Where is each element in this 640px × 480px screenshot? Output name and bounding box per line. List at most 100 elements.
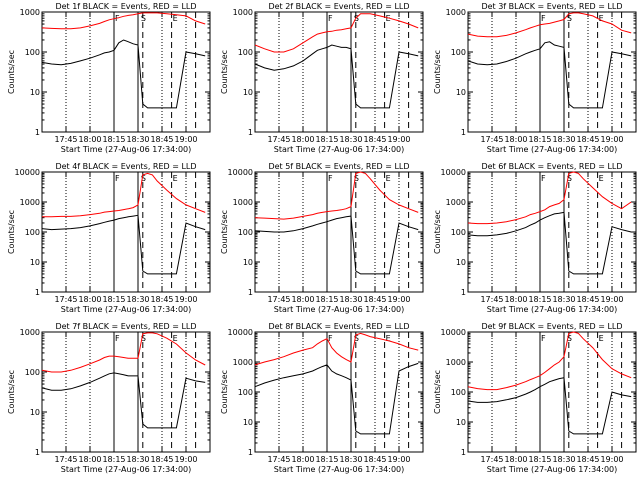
x-tick-label: 18:45 (363, 295, 386, 304)
y-tick-label: 1 (461, 288, 466, 297)
x-tick-label: 18:30 (126, 295, 149, 304)
x-tick-label: 17:45 (267, 295, 290, 304)
y-tick-label: 100 (25, 228, 40, 237)
marker-label: S (567, 14, 572, 23)
detector-panel-5: Det 5f BLACK = Events, RED = LLD F S E 1 10 10… (220, 162, 424, 314)
y-tick-label: 10 (30, 88, 40, 97)
detector-panel-6: Det 6f BLACK = Events, RED = LLD F S E 1 10 10… (433, 162, 637, 314)
x-tick-label: 18:45 (576, 295, 599, 304)
y-tick-label: 10 (243, 88, 253, 97)
panel-title: Det 8f BLACK = Events, RED = LLD (268, 322, 409, 331)
y-axis-label: Counts/sec (7, 210, 16, 254)
x-tick-label: 19:00 (174, 455, 197, 464)
x-tick-label: 18:15 (102, 135, 125, 144)
x-tick-label: 19:00 (174, 135, 197, 144)
marker-label: F (328, 334, 333, 343)
events-series-line (254, 362, 419, 435)
plot-frame (254, 331, 424, 453)
marker-label: S (354, 174, 359, 183)
x-tick-label: 18:30 (126, 455, 149, 464)
y-tick-label: 10000 (228, 168, 253, 177)
panel-title: Det 9f BLACK = Events, RED = LLD (481, 322, 622, 331)
y-tick-label: 100 (25, 368, 40, 377)
detector-panel-7: Det 7f BLACK = Events, RED = LLD F S E 1 10 10… (7, 322, 211, 474)
x-tick-label: 17:45 (480, 295, 503, 304)
x-tick-label: 18:45 (150, 455, 173, 464)
panel-title: Det 7f BLACK = Events, RED = LLD (55, 322, 196, 331)
x-tick-label: 18:00 (504, 295, 527, 304)
detector-panel-8: Det 8f BLACK = Events, RED = LLD F S E 1 10 10… (220, 322, 424, 474)
y-tick-label: 10 (456, 258, 466, 267)
x-tick-label: 19:00 (600, 295, 623, 304)
y-tick-label: 1 (35, 448, 40, 457)
marker-label: S (354, 14, 359, 23)
x-axis-label: Start Time (27-Aug-06 17:34:00) (61, 465, 192, 474)
lld-series-line (254, 13, 419, 53)
y-tick-label: 1000 (20, 328, 40, 337)
events-series-line (467, 211, 632, 275)
events-series-line (41, 214, 206, 275)
x-tick-label: 18:15 (315, 135, 338, 144)
marker-label: F (115, 14, 120, 23)
x-tick-label: 18:45 (576, 135, 599, 144)
x-tick-label: 18:00 (291, 455, 314, 464)
marker-label: E (599, 14, 604, 23)
x-tick-label: 18:00 (504, 135, 527, 144)
events-series-line (41, 372, 206, 429)
lld-series-line (254, 171, 419, 220)
marker-label: S (141, 174, 146, 183)
detector-panel-1: Det 1f BLACK = Events, RED = LLD F S E 1 10 10… (7, 2, 211, 154)
lld-series-line (41, 12, 206, 30)
y-axis-label: Counts/sec (7, 50, 16, 94)
x-tick-label: 18:30 (552, 295, 575, 304)
y-tick-label: 1 (248, 288, 253, 297)
x-tick-label: 17:45 (480, 455, 503, 464)
y-tick-label: 1000 (233, 358, 253, 367)
marker-label: F (541, 174, 546, 183)
marker-label: S (141, 334, 146, 343)
y-tick-label: 10000 (441, 328, 466, 337)
detector-panel-4: Det 4f BLACK = Events, RED = LLD F S E 1 10 10… (7, 162, 211, 314)
x-tick-label: 18:30 (339, 455, 362, 464)
lld-series-line (467, 331, 632, 391)
plot-frame (41, 11, 211, 133)
x-tick-label: 18:30 (552, 135, 575, 144)
lld-series-line (467, 12, 632, 38)
x-tick-label: 18:15 (528, 135, 551, 144)
y-tick-label: 1000 (446, 358, 466, 367)
y-tick-label: 10 (456, 418, 466, 427)
marker-label: E (599, 174, 604, 183)
y-axis-label: Counts/sec (7, 370, 16, 414)
events-series-line (467, 377, 632, 435)
y-tick-label: 10000 (441, 168, 466, 177)
x-tick-label: 18:00 (291, 135, 314, 144)
x-tick-label: 19:00 (387, 295, 410, 304)
y-tick-label: 1 (461, 128, 466, 137)
x-tick-label: 18:15 (528, 455, 551, 464)
marker-label: E (386, 174, 391, 183)
marker-label: F (328, 14, 333, 23)
x-tick-label: 17:45 (54, 455, 77, 464)
x-tick-label: 18:45 (150, 295, 173, 304)
y-tick-label: 10 (456, 88, 466, 97)
lld-series-line (42, 172, 206, 218)
y-axis-label: Counts/sec (220, 210, 229, 254)
y-tick-label: 1 (248, 128, 253, 137)
x-tick-label: 19:00 (387, 455, 410, 464)
x-tick-label: 18:15 (528, 295, 551, 304)
y-tick-label: 100 (238, 228, 253, 237)
y-tick-label: 1 (461, 448, 466, 457)
marker-label: F (541, 334, 546, 343)
x-tick-label: 18:00 (78, 135, 101, 144)
y-tick-label: 100 (238, 48, 253, 57)
x-tick-label: 19:00 (600, 135, 623, 144)
marker-label: S (567, 334, 572, 343)
x-tick-label: 18:45 (576, 455, 599, 464)
marker-label: S (354, 334, 359, 343)
x-tick-label: 17:45 (267, 135, 290, 144)
y-tick-label: 1000 (20, 8, 40, 17)
events-series-line (254, 44, 419, 109)
y-axis-label: Counts/sec (433, 50, 442, 94)
y-tick-label: 1 (248, 448, 253, 457)
